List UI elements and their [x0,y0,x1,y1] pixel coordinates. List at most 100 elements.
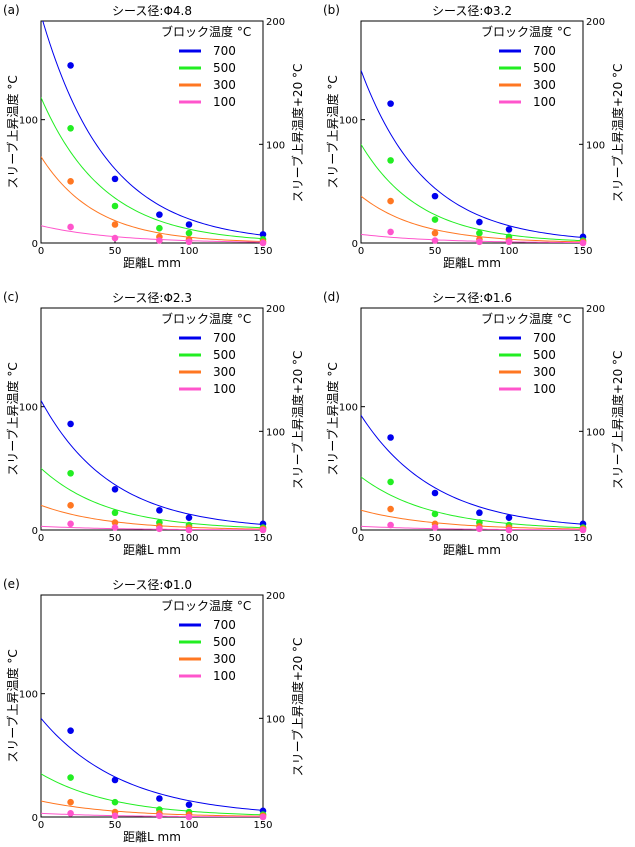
y-axis-label: スリーブ上昇温度 °C [5,649,20,762]
data-point-500 [387,157,394,164]
legend-label-300: 300 [533,365,556,379]
y-tick-label: 0 [32,526,38,537]
data-point-100 [259,526,267,534]
data-point-300 [111,519,119,526]
y-axis-label: スリーブ上昇温度 °C [325,362,340,475]
y2-tick-label: 200 [586,17,605,28]
data-point-700 [111,175,119,183]
x-tick-label: 100 [179,246,198,257]
series-500 [41,773,267,818]
chart-title: シース径:Φ4.8 [112,4,192,18]
y2-tick-label: 100 [586,427,605,438]
data-point-700 [67,727,74,734]
data-point-100 [259,239,267,247]
series-700 [361,415,587,528]
x-tick-label: 100 [179,533,198,544]
data-point-100 [185,813,193,821]
data-point-700 [431,192,439,200]
data-point-100 [156,525,163,533]
x-tick-label: 0 [38,533,44,544]
fit-curve-100 [361,233,583,243]
fit-curve-100 [41,525,263,530]
data-point-700 [67,62,74,69]
fit-curve-700 [361,70,583,239]
data-point-100 [505,238,513,246]
chart-title: シース径:Φ1.6 [432,291,512,305]
x-axis-label: 距離L mm [123,543,181,557]
x-tick-label: 50 [429,533,442,544]
legend-label-100: 100 [213,382,236,396]
plot-frame [40,594,264,818]
x-axis-label: 距離L mm [123,830,181,844]
data-point-500 [111,798,119,806]
data-point-300 [387,197,394,205]
y2-tick-label: 200 [586,304,605,315]
fit-curve-100 [41,812,263,817]
y-tick-label: 100 [19,116,38,127]
y-tick-label: 100 [19,690,38,701]
data-point-100 [111,524,119,531]
fit-curve-300 [361,509,583,530]
legend-label-300: 300 [213,78,236,92]
y2-tick-label: 100 [586,140,605,151]
y2-tick-label: 200 [266,304,285,315]
y-tick-label: 100 [339,116,358,127]
x-tick-label: 150 [573,246,592,257]
panel-label: (c) [3,290,19,304]
x-tick-label: 150 [253,533,272,544]
x-tick-label: 0 [38,246,44,257]
fit-curve-100 [41,225,263,243]
data-point-300 [111,221,119,228]
legend-label-100: 100 [533,95,556,109]
data-point-500 [67,125,74,132]
chart-title: シース径:Φ2.3 [112,291,192,305]
legend-label-500: 500 [533,348,556,362]
x-tick-label: 150 [253,246,272,257]
fit-curve-700 [41,718,263,811]
data-point-300 [431,229,439,237]
x-tick-label: 50 [109,533,122,544]
data-point-700 [387,100,394,107]
y-tick-label: 0 [32,813,38,824]
data-point-100 [431,237,439,244]
data-point-100 [431,524,439,531]
data-point-700 [185,514,193,521]
y2-axis-label: スリーブ上昇温度+20 °C [290,351,305,490]
legend-label-300: 300 [213,652,236,666]
legend-title: ブロック温度 °C [481,311,571,326]
series-100 [361,228,587,247]
y2-axis-label: スリーブ上昇温度+20 °C [610,351,625,490]
data-point-500 [67,469,74,477]
legend-label-700: 700 [213,331,236,345]
legend-title: ブロック温度 °C [161,24,251,39]
data-point-100 [387,521,394,529]
x-tick-label: 0 [358,246,364,257]
series-100 [41,810,267,821]
data-point-500 [185,229,193,237]
chart-panel-b: (b) シース径:Φ3.2 0 50 100 150 0 100 100 200 距離L mm スリー… [323,3,625,270]
data-point-700 [476,218,483,226]
legend-label-100: 100 [533,382,556,396]
fit-curve-300 [361,195,583,243]
data-point-500 [431,216,439,223]
data-point-100 [67,520,74,528]
y-axis-label: スリーブ上昇温度 °C [325,75,340,188]
y2-tick-label: 100 [266,714,285,725]
x-tick-label: 0 [358,533,364,544]
x-tick-label: 150 [253,820,272,831]
y-axis-label: スリーブ上昇温度 °C [5,75,20,188]
data-point-100 [67,223,74,231]
series-700 [42,21,267,238]
data-point-500 [67,774,74,781]
data-point-700 [505,226,513,233]
series-500 [361,144,587,244]
data-point-700 [156,506,163,514]
series-500 [41,97,267,243]
fit-curve-300 [41,156,263,242]
panel-label: (d) [323,290,340,304]
x-tick-label: 100 [499,533,518,544]
legend-title: ブロック温度 °C [481,24,571,39]
fit-curve-500 [41,97,263,240]
legend-title: ブロック温度 °C [161,311,251,326]
